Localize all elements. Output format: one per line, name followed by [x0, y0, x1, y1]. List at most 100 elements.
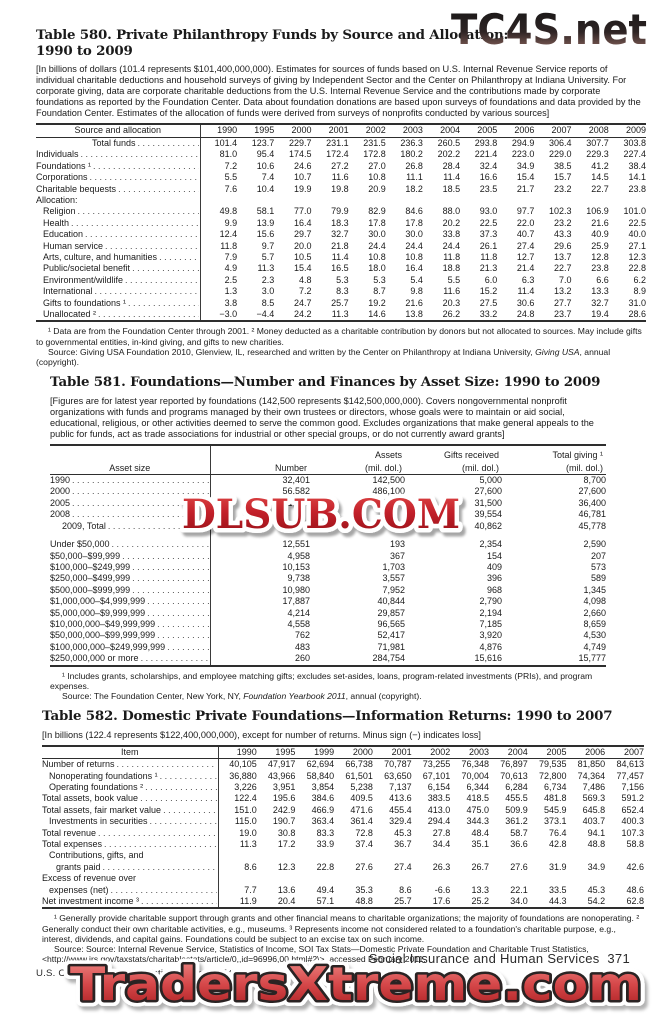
footnote: ¹ Generally provide charitable support t…	[42, 913, 640, 944]
table-row: Total expenses. . . . . . . . . . . . . …	[42, 839, 644, 851]
census-bureau-credit: U.S. Census Bureau, Statistical Abstract…	[36, 968, 335, 979]
cell-value: 573	[590, 561, 606, 572]
cell-value	[310, 521, 405, 532]
cell-value: 48.6	[626, 884, 644, 895]
cell-value: 7.4	[261, 172, 275, 183]
cell-value: 19.4	[591, 308, 609, 319]
table-580: Source and allocation 1990 1995 2000 2001 20…	[36, 125, 646, 321]
cell-value: 151.0	[234, 804, 257, 815]
cell-value: 45.3	[587, 884, 606, 895]
row-label: Investments in securities. . . . . . . .…	[42, 816, 219, 828]
table-row: Excess of revenue over expenses (net). . …	[42, 873, 644, 897]
table-row: Education. . . . . . . . . . . . . . . .…	[36, 229, 646, 241]
cell-value: 6.3	[521, 274, 535, 285]
row-label: Allocation:	[36, 194, 201, 207]
cell-value: 61,501	[345, 770, 373, 781]
table-row: Allocation:	[36, 194, 646, 207]
cell-value: 227.4	[623, 149, 646, 160]
year-column-header: 2006	[566, 746, 606, 760]
cell-value: 46,781	[578, 509, 606, 520]
cell-value: 361.4	[350, 816, 373, 827]
cell-value: 10.8	[368, 172, 386, 183]
table-row: Number of returns. . . . . . . . . . . .…	[42, 758, 644, 771]
row-label: Corporations. . . . . . . . . . . . . . …	[36, 172, 201, 184]
cell-value: 455.5	[505, 793, 528, 804]
cell-value: 23.2	[554, 217, 572, 228]
cell-value: 154	[486, 550, 502, 561]
table-580-footnotes: ¹ Data are from the Foundation Center th…	[36, 326, 646, 367]
cell-value: 22.7	[591, 183, 609, 194]
cell-value: 455.4	[389, 804, 412, 815]
row-label: Number of returns. . . . . . . . . . . .…	[42, 758, 219, 771]
table-row: Total revenue. . . . . . . . . . . . . .…	[42, 827, 644, 840]
table-row: Net investment income ³. . . . . . . . .…	[42, 896, 644, 908]
cell-value: 6.0	[484, 274, 498, 285]
source-text: , annual (copyright).	[345, 690, 422, 701]
cell-value: 223.0	[511, 149, 535, 160]
cell-value: 22.0	[516, 217, 535, 228]
cell-value: 373.1	[543, 816, 567, 827]
cell-value: 17.8	[405, 217, 423, 228]
row-label: Education. . . . . . . . . . . . . . . .…	[36, 229, 201, 241]
cell-value: 30.0	[368, 229, 386, 240]
cell-value: 22.1	[510, 884, 528, 895]
cell-value: 545.9	[543, 804, 567, 815]
year-column-header: 2001	[372, 746, 412, 760]
cell-value: 26.3	[432, 861, 451, 872]
cell-value: 409.5	[350, 793, 373, 804]
cell-value: 329.4	[389, 816, 412, 827]
cell-value: 20.4	[277, 896, 296, 907]
cell-value: 4,558	[287, 618, 310, 629]
year-column-header: 1995	[256, 746, 296, 760]
cell-value: 35.3	[355, 884, 373, 895]
cell-value: 33.8	[442, 229, 461, 240]
cell-value: 7,137	[389, 781, 412, 792]
table-row: $250,000,000 or more. . . . . . . . . . …	[50, 653, 606, 665]
cell-value: 413.6	[389, 793, 412, 804]
cell-value: 11.4	[443, 172, 461, 183]
cell-value: 11.8	[220, 240, 238, 251]
cell-value: 72,800	[538, 770, 567, 781]
year-column-header: 2000	[274, 125, 312, 138]
cell-value: 27.2	[331, 160, 349, 171]
cell-value: 202.2	[437, 149, 461, 160]
cell-value: 5.3	[373, 274, 386, 285]
year-column-header: 2006	[497, 125, 535, 138]
cell-value: 8.3	[336, 286, 349, 297]
cell-value: 27.0	[368, 160, 386, 171]
cell-value: 294.9	[511, 137, 535, 148]
cell-value: 18.0	[368, 263, 386, 274]
year-column-header: 2007	[534, 125, 572, 138]
cell-value: 383.5	[427, 793, 451, 804]
cell-value: 231.5	[363, 137, 386, 148]
table-row: $10,000,000–$49,999,999. . . . . . . . .…	[50, 618, 606, 631]
row-label: Total funds. . . . . . . . . . . . . . .…	[36, 137, 201, 150]
cell-value: 384.6	[311, 793, 335, 804]
table-row: Charitable bequests. . . . . . . . . . .…	[36, 183, 646, 195]
cell-value: 39,554	[474, 509, 502, 520]
cell-value: 24.2	[293, 308, 312, 319]
table-row: Foundations ¹. . . . . . . . . . . . . .…	[36, 160, 646, 173]
cell-value: 195.6	[272, 793, 296, 804]
cell-value: 7,952	[382, 584, 405, 595]
table-row: Nonoperating foundations ¹. . . . . . . …	[42, 770, 644, 782]
cell-value: 13.9	[256, 217, 275, 228]
cell-value: 101.4	[214, 137, 238, 148]
cell-value: 48.4	[471, 827, 490, 838]
cell-value: 174.5	[288, 149, 312, 160]
row-label: $100,000,000–$249,999,999. . . . . . . .…	[50, 641, 211, 654]
cell-value: 30.0	[405, 229, 423, 240]
source-italic: Giving USA	[535, 346, 580, 357]
header-row: Item 1990 1995 1999 2000 2001 2002 2003 2004 200…	[42, 746, 644, 760]
row-label: Total revenue. . . . . . . . . . . . . .…	[42, 827, 219, 840]
cell-value: 11.6	[443, 286, 461, 297]
cell-value: 180.2	[400, 149, 423, 160]
cell-value: 12.7	[516, 251, 535, 262]
table-580-title: Table 580. Private Philanthropy Funds by…	[36, 27, 646, 59]
cell-value: 95.4	[256, 149, 275, 160]
cell-value: 27.6	[510, 861, 528, 872]
col-header-number: Number	[210, 446, 310, 476]
cell-value: 18.8	[442, 263, 461, 274]
cell-value: 84.6	[405, 206, 423, 217]
cell-value: 77.0	[293, 206, 312, 217]
